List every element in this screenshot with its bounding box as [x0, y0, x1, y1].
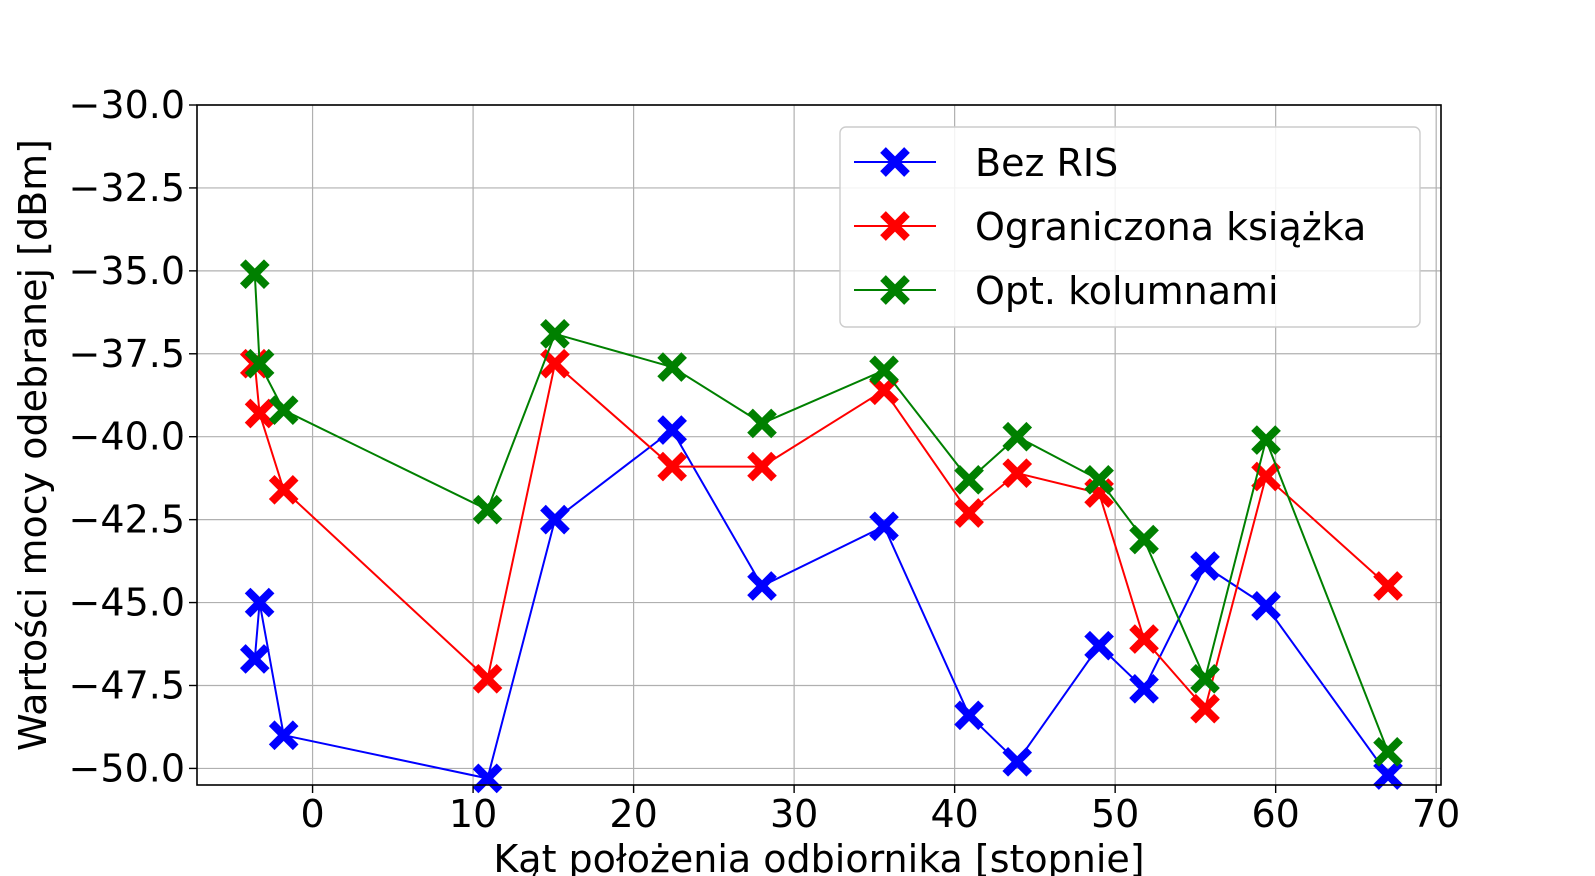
y-tick-label: −35.0: [69, 249, 185, 293]
data-point: [472, 664, 503, 694]
series-0: [239, 415, 1403, 794]
data-point: [244, 348, 275, 379]
y-tick-label: −30.0: [69, 83, 185, 127]
legend-item: Opt. kolumnami: [854, 269, 1279, 313]
data-point: [954, 700, 984, 731]
data-point: [657, 451, 687, 482]
legend-item: Bez RIS: [854, 141, 1118, 185]
data-point: [239, 644, 270, 674]
y-tick-label: −50.0: [69, 746, 185, 790]
legend-marker: [880, 211, 910, 241]
data-point: [657, 352, 687, 382]
data-point: [1373, 737, 1403, 767]
series-layer: [239, 259, 1403, 794]
data-point: [1002, 458, 1033, 489]
y-tick-label: −45.0: [69, 581, 185, 625]
data-point: [1190, 693, 1220, 724]
data-point: [268, 395, 299, 425]
plot-frame: [196, 104, 1442, 786]
x-tick-label: 50: [1091, 792, 1139, 836]
legend-marker: [880, 147, 910, 177]
data-point: [239, 259, 270, 289]
legend-label: Opt. kolumnami: [975, 269, 1279, 313]
data-point: [1084, 465, 1114, 495]
data-point: [1251, 425, 1281, 455]
y-tick-label: −40.0: [69, 415, 185, 459]
y-tick-label: −47.5: [69, 663, 185, 707]
x-tick-label: 10: [449, 792, 497, 836]
data-point: [1190, 664, 1220, 694]
data-point: [1373, 760, 1403, 790]
data-point: [1190, 551, 1220, 581]
data-point: [869, 355, 899, 386]
data-point: [747, 408, 777, 439]
data-point: [869, 511, 899, 542]
x-tick-label: 40: [930, 792, 978, 836]
data-point: [1002, 421, 1033, 452]
y-tick-label: −42.5: [69, 498, 185, 542]
x-tick-label: 0: [300, 792, 324, 836]
x-tick-label: 20: [609, 792, 657, 836]
x-tick-label: 30: [770, 792, 818, 836]
data-point: [747, 571, 777, 601]
legend-label: Ograniczona książka: [975, 205, 1366, 249]
data-point: [1373, 571, 1403, 601]
data-point: [268, 720, 299, 751]
legend-box: [839, 126, 1421, 328]
x-tick-label: 70: [1412, 792, 1460, 836]
data-point: [1084, 630, 1114, 661]
x-tick-label: 60: [1251, 792, 1299, 836]
data-point: [472, 494, 503, 525]
series-2: [239, 259, 1403, 767]
legend-label: Bez RIS: [975, 141, 1118, 185]
data-point: [657, 415, 687, 445]
data-point: [747, 451, 777, 482]
data-point: [472, 763, 503, 794]
data-point: [1129, 624, 1159, 654]
x-axis-label: Kąt położenia odbiornika [stopnie]: [493, 837, 1144, 876]
data-point: [954, 498, 984, 528]
data-point: [1251, 591, 1281, 621]
data-point: [540, 319, 570, 349]
y-tick-label: −32.5: [69, 166, 185, 210]
data-point: [1002, 746, 1033, 777]
y-tick-label: −37.5: [69, 332, 185, 376]
y-axis-label: Wartości mocy odebranej [dBm]: [11, 139, 55, 751]
data-point: [540, 504, 570, 535]
legend-marker: [880, 275, 910, 305]
data-point: [954, 465, 984, 495]
data-point: [244, 398, 275, 429]
data-point: [244, 587, 275, 618]
data-point: [1129, 673, 1159, 704]
ticks: 0 10 20 30 40 50 60 70 −30.0 −32.5 −35.0 −37.5 −40.0…: [69, 83, 1461, 836]
legend-item: Ograniczona książka: [854, 205, 1366, 249]
data-point: [1129, 524, 1159, 555]
data-point: [268, 474, 299, 505]
legend: Bez RIS Ograniczona książka Opt. kolumnami: [839, 126, 1421, 328]
